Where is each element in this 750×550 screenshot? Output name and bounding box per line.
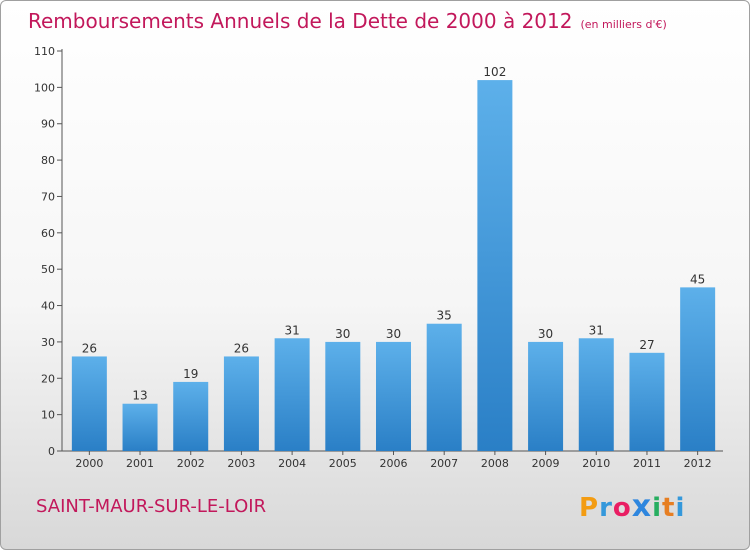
y-tick-label: 80	[41, 154, 55, 167]
y-tick-label: 10	[41, 409, 55, 422]
x-tick-label: 2008	[481, 457, 509, 470]
x-tick-label: 2001	[126, 457, 154, 470]
chart-subtitle: (en milliers d'€)	[580, 18, 667, 31]
bar-value-label: 45	[690, 272, 705, 286]
bar	[122, 403, 158, 451]
bar	[680, 287, 716, 451]
y-tick-label: 0	[48, 445, 55, 458]
y-tick-label: 110	[34, 45, 55, 58]
chart-title: Remboursements Annuels de la Dette de 20…	[28, 9, 573, 33]
bar	[528, 341, 564, 451]
y-tick-label: 60	[41, 227, 55, 240]
logo-letter: r	[599, 493, 613, 523]
bar	[578, 338, 614, 451]
city-name: SAINT-MAUR-SUR-LE-LOIR	[36, 496, 267, 517]
x-tick-label: 2002	[177, 457, 205, 470]
bar	[325, 341, 361, 451]
bar-value-label: 27	[639, 338, 654, 352]
x-tick-label: 2004	[278, 457, 306, 470]
bar-value-label: 26	[82, 341, 97, 355]
bar-value-label: 26	[234, 341, 249, 355]
logo-letter: i	[675, 493, 686, 523]
x-tick-label: 2007	[430, 457, 458, 470]
bar	[629, 352, 665, 451]
logo-letter: P	[579, 493, 600, 523]
bar-value-label: 102	[483, 65, 506, 79]
y-tick-label: 20	[41, 372, 55, 385]
x-tick-label: 2005	[329, 457, 357, 470]
proxiti-logo: Proxiti	[579, 489, 685, 524]
y-tick-label: 90	[41, 118, 55, 131]
bar	[173, 381, 209, 451]
x-tick-label: 2003	[227, 457, 255, 470]
x-tick-label: 2012	[684, 457, 712, 470]
bar	[223, 356, 259, 451]
x-tick-label: 2006	[380, 457, 408, 470]
logo-letter: o	[612, 493, 632, 523]
logo-letter: x	[631, 489, 653, 524]
chart-title-block: Remboursements Annuels de la Dette de 20…	[28, 9, 667, 33]
x-tick-label: 2000	[75, 457, 103, 470]
bar-value-label: 30	[538, 327, 553, 341]
bar-value-label: 31	[284, 323, 299, 337]
bar-value-label: 13	[132, 389, 147, 403]
bar	[274, 338, 310, 451]
y-tick-label: 70	[41, 190, 55, 203]
x-tick-label: 2009	[532, 457, 560, 470]
y-tick-label: 40	[41, 300, 55, 313]
bar-value-label: 35	[437, 309, 452, 323]
bar	[71, 356, 107, 451]
x-tick-label: 2011	[633, 457, 661, 470]
bar	[426, 323, 462, 451]
bar-value-label: 30	[386, 327, 401, 341]
bar	[477, 80, 513, 451]
logo-letter: i	[652, 493, 663, 523]
bar-value-label: 19	[183, 367, 198, 381]
y-tick-label: 50	[41, 263, 55, 276]
logo-letter: t	[662, 493, 676, 523]
bar-value-label: 31	[589, 323, 604, 337]
bar-value-label: 30	[335, 327, 350, 341]
bar	[376, 341, 411, 451]
x-tick-label: 2010	[582, 457, 610, 470]
y-tick-label: 100	[34, 81, 55, 94]
y-tick-label: 30	[41, 336, 55, 349]
